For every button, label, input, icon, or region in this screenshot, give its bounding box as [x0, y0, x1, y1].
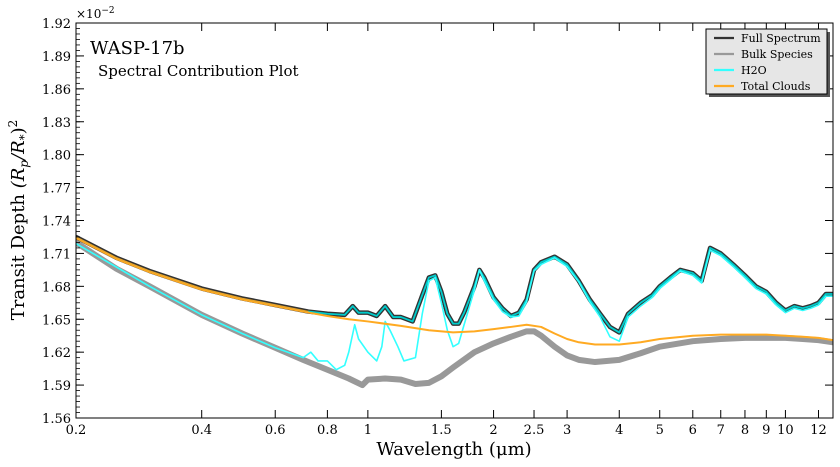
x-tick-label: 2.5: [524, 423, 545, 438]
x-tick-label: 0.6: [265, 423, 286, 438]
y-tick-label: 1.59: [42, 379, 71, 394]
series-line-h2o: [76, 242, 833, 371]
legend-label: Full Spectrum: [741, 32, 821, 45]
x-tick-label: 4: [615, 423, 623, 438]
x-tick-label: 8: [741, 423, 749, 438]
x-tick-label: 7: [717, 423, 725, 438]
y-tick-label: 1.86: [42, 83, 71, 98]
x-axis-title: Wavelength (μm): [376, 439, 531, 460]
x-tick-label: 5: [656, 423, 664, 438]
legend-label: H2O: [741, 64, 767, 77]
y-axis-title: Transit Depth (Rp/R*)2: [6, 120, 31, 321]
y-tick-label: 1.92: [42, 17, 71, 32]
y-tick-label: 1.74: [42, 215, 71, 230]
series-line-full-spectrum-cloud-core: [76, 236, 309, 313]
legend-label: Total Clouds: [741, 80, 811, 93]
y-tick-label: 1.56: [42, 412, 71, 427]
x-tick-label: 3: [563, 423, 571, 438]
legend-box: [705, 28, 828, 95]
chart-subtitle: Spectral Contribution Plot: [98, 62, 299, 80]
x-tick-label: 1.5: [431, 423, 452, 438]
y-tick-label: 1.71: [42, 247, 71, 262]
x-tick-label: 0.8: [317, 423, 338, 438]
x-tick-label: 12: [810, 423, 827, 438]
legend-label: Bulk Species: [741, 48, 813, 61]
y-tick-label: 1.80: [42, 149, 71, 164]
plot-frame: [75, 22, 834, 419]
x-tick-label: 1: [364, 423, 372, 438]
x-tick-label: 0.2: [66, 423, 87, 438]
y-tick-label: 1.77: [42, 182, 71, 197]
y-tick-label: 1.65: [42, 313, 71, 328]
y-tick-label: 1.62: [42, 346, 71, 361]
series-line-total-clouds: [76, 237, 833, 346]
y-tick-label: 1.89: [42, 50, 71, 65]
chart-title: WASP-17b: [90, 38, 185, 59]
legend: Full Spectrum Bulk Species H2O Total Clouds: [705, 28, 830, 97]
y-offset-label: ×10−2: [76, 6, 115, 21]
ticks-layer: 0.2 0.4 0.6 0.8 1 1.5 2 2.5 3 4 5 6 7 8 9 10 12 1.56 1.59 1…: [42, 17, 833, 438]
x-tick-label: 9: [762, 423, 770, 438]
x-tick-label: 6: [689, 423, 697, 438]
y-tick-label: 1.83: [42, 116, 71, 131]
series-line-bulk-species: [76, 239, 833, 389]
x-tick-label: 2: [489, 423, 497, 438]
x-tick-label: 10: [777, 423, 794, 438]
series-layer: [76, 234, 833, 389]
x-tick-label: 0.4: [191, 423, 212, 438]
series-line-full-spectrum-inner: [307, 247, 833, 334]
y-tick-label: 1.68: [42, 280, 71, 295]
